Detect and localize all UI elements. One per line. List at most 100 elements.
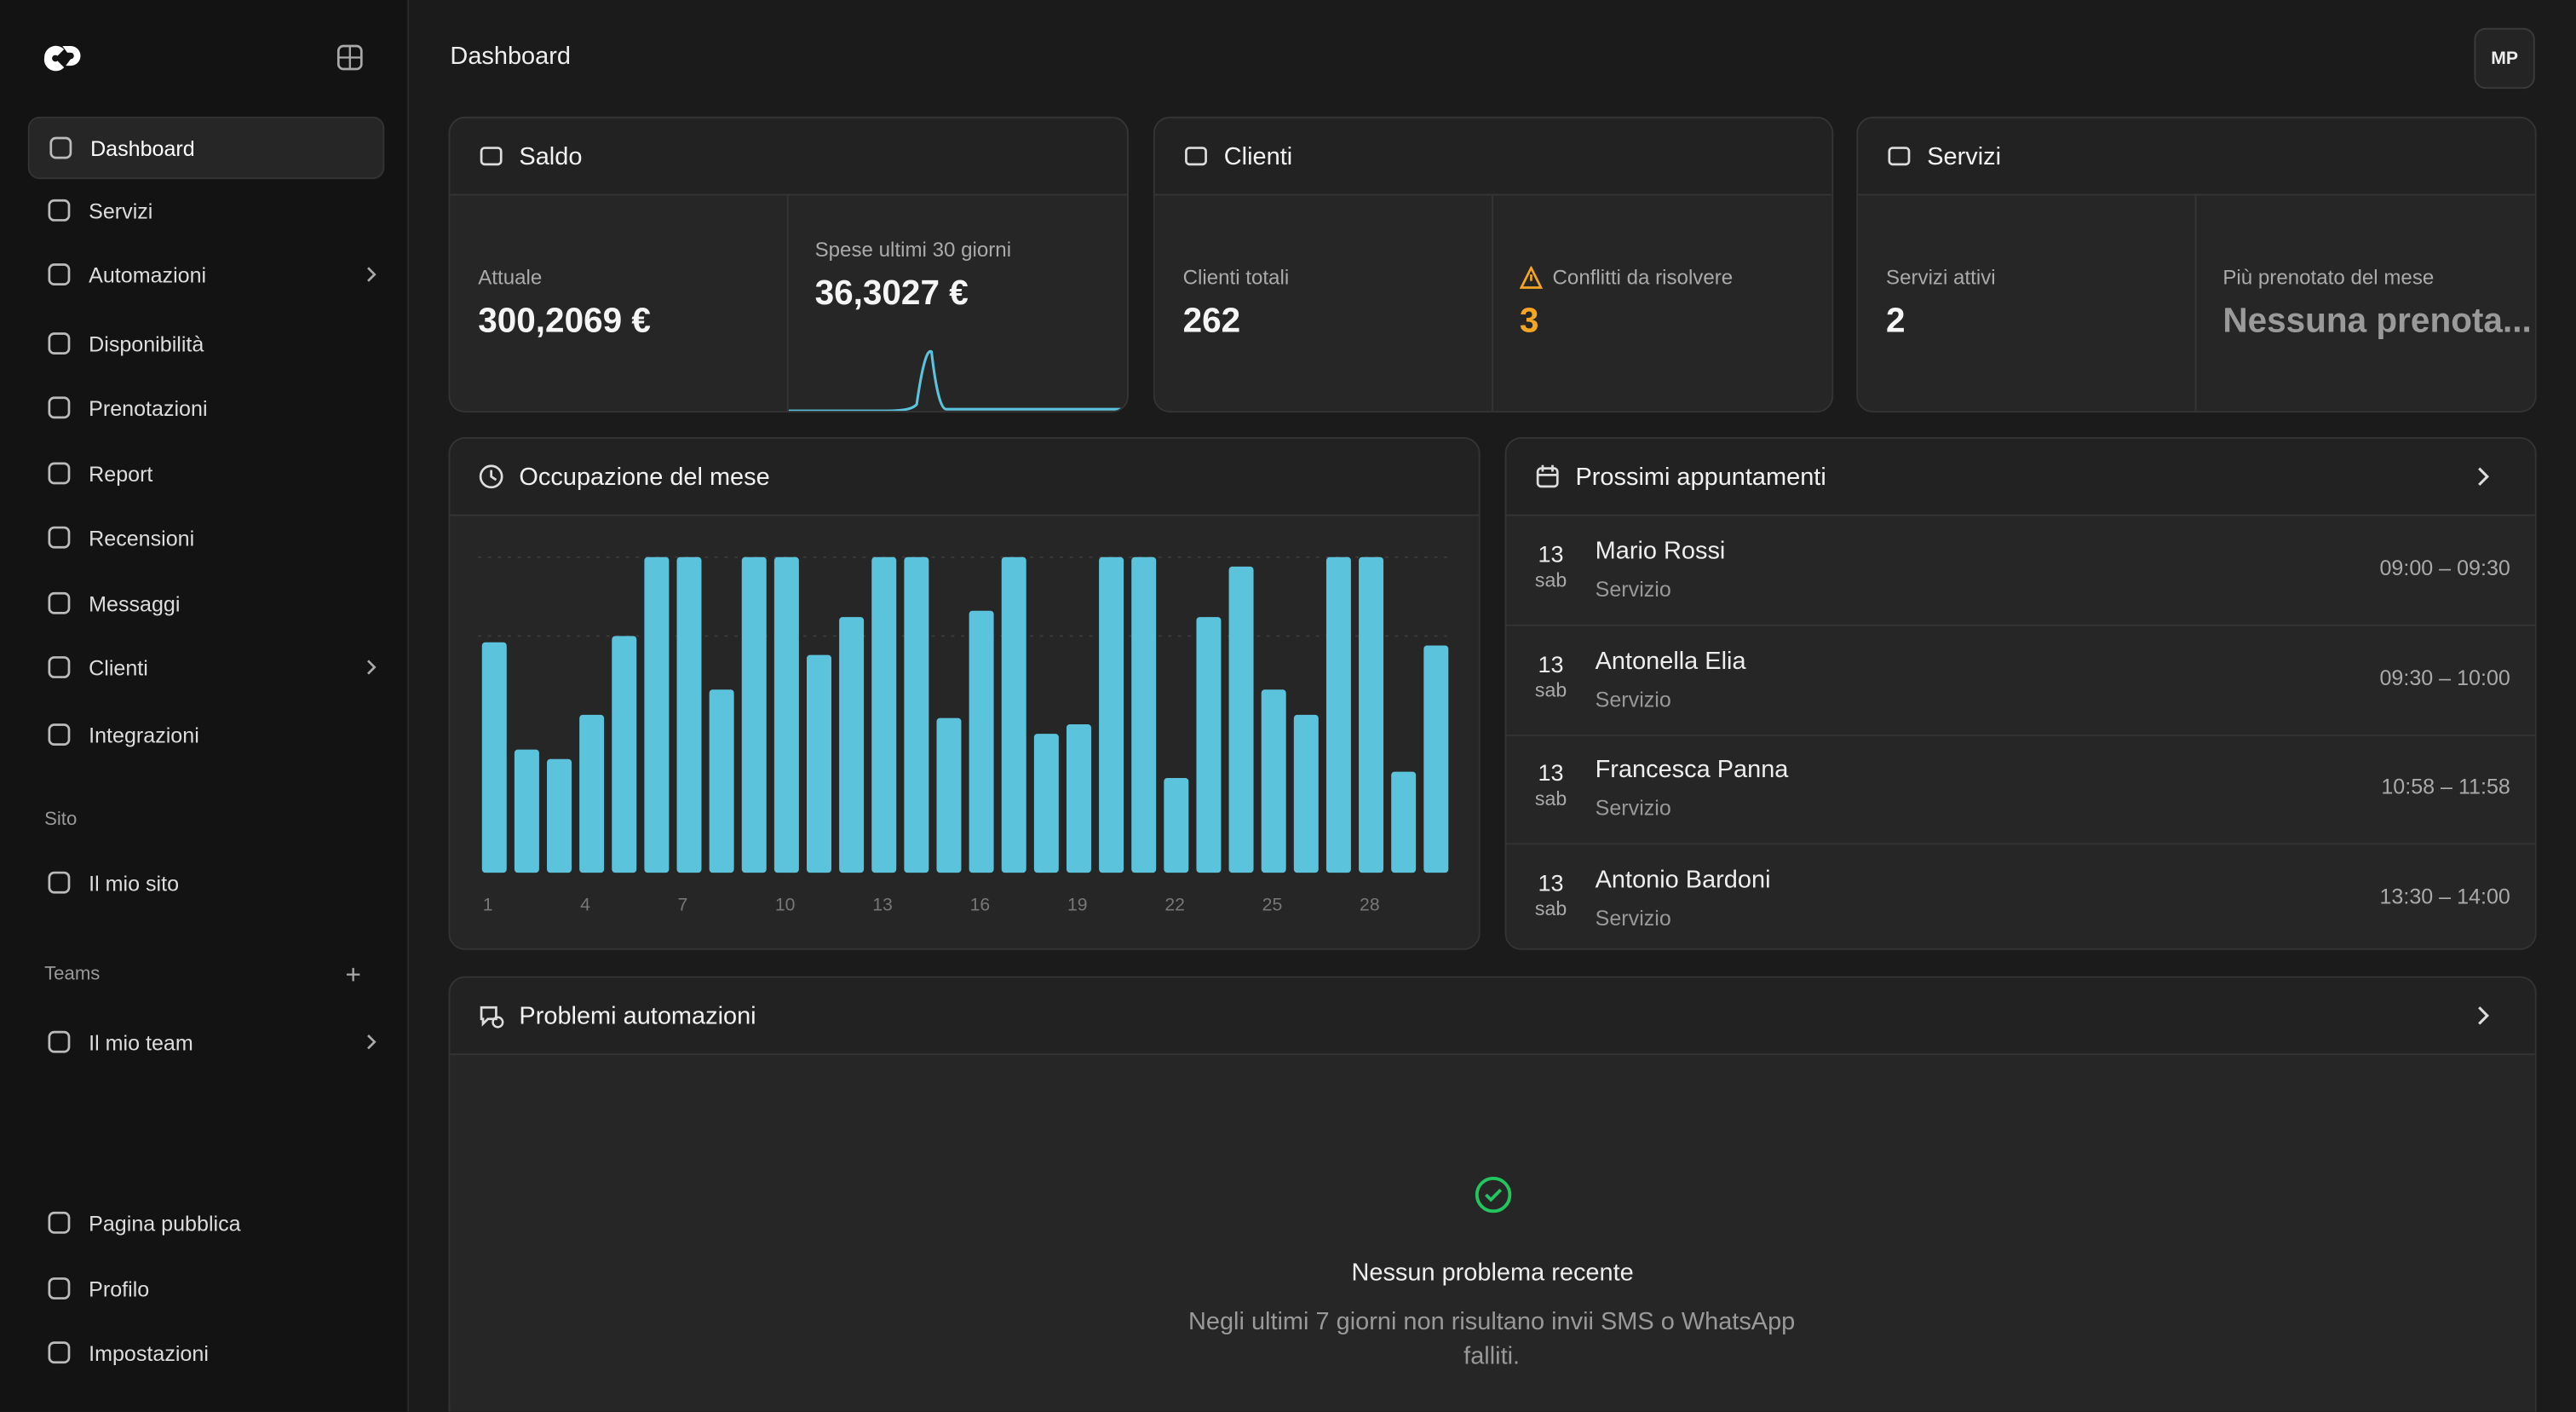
nav-icon — [48, 723, 71, 746]
sparkline — [788, 349, 1127, 412]
nav-item[interactable]: Automazioni — [28, 245, 382, 303]
day: 13 — [1538, 868, 1564, 896]
open-arrow[interactable] — [2474, 1004, 2493, 1027]
nav-icon — [48, 1341, 71, 1364]
logo — [43, 45, 81, 72]
time: 09:30 – 10:00 — [2379, 665, 2510, 690]
nav-item[interactable]: Disponibilità — [28, 314, 382, 372]
nav-label: Impostazioni — [89, 1340, 209, 1365]
stat-label: Attuale — [478, 266, 543, 290]
avatar[interactable]: MP — [2474, 27, 2535, 89]
bar — [1261, 689, 1286, 873]
card-title: Occupazione del mese — [519, 462, 770, 491]
appointment-row[interactable]: 13 sab Francesca Panna Servizio 10:58 – 11:5… — [1506, 735, 2535, 845]
weekday: sab — [1534, 677, 1567, 701]
card-title: Saldo — [519, 141, 583, 170]
warning-icon — [1519, 266, 1543, 289]
bar — [1359, 556, 1384, 873]
card-title: Servizi — [1927, 141, 2002, 170]
nav-icon — [48, 656, 71, 678]
nav-item[interactable]: Il mio team — [28, 1012, 382, 1071]
nav-icon — [48, 263, 71, 285]
day: 13 — [1538, 758, 1564, 786]
appointment-row[interactable]: 13 sab Antonio Bardoni Servizio 13:30 – 14:0… — [1506, 844, 2534, 948]
x-tick-label: 7 — [678, 895, 688, 914]
x-tick-label: 1 — [483, 895, 493, 914]
card-header: Prossimi appuntamenti — [1506, 439, 2534, 515]
nav-label: Disponibilità — [89, 331, 204, 356]
stat-label: Servizi attivi — [1885, 266, 1996, 290]
nav-label: Dashboard — [90, 135, 195, 161]
stat-value: 262 — [1182, 302, 1241, 341]
nav-item[interactable]: Impostazioni — [28, 1323, 382, 1381]
nav-icon — [49, 136, 72, 159]
stat-label: Più prenotato del mese — [2222, 266, 2435, 290]
section-label: Teams — [44, 965, 101, 985]
card-body: Attuale 300,2069 € Spese ultimi 30 giorni 3… — [450, 193, 1127, 412]
stat-value: 3 — [1519, 302, 1539, 341]
nav-item[interactable]: Prenotazioni — [28, 378, 382, 437]
toggle-icon[interactable] — [335, 43, 365, 72]
service: Servizio — [1595, 686, 1671, 712]
icon — [1185, 147, 1207, 166]
nav-item[interactable]: Messaggi — [28, 573, 382, 632]
add-team[interactable] — [345, 966, 361, 983]
stat-label: Spese ultimi 30 giorni — [814, 238, 1012, 262]
divider — [1492, 195, 1494, 412]
client-name: Francesca Panna — [1595, 756, 1789, 784]
card-header: Occupazione del mese — [450, 439, 1478, 515]
nav-item[interactable]: Integrazioni — [28, 705, 382, 764]
bar — [1293, 714, 1319, 873]
nav-icon — [48, 1030, 71, 1053]
nav-item[interactable]: Dashboard — [27, 116, 385, 180]
day: 13 — [1538, 649, 1564, 677]
nav-label: Clienti — [89, 654, 148, 680]
icon — [480, 147, 503, 166]
nav-item[interactable]: Recensioni — [28, 508, 382, 567]
icon — [1536, 464, 1559, 488]
bar — [1391, 771, 1417, 873]
nav-icon — [48, 1277, 71, 1300]
open-arrow[interactable] — [2474, 465, 2493, 488]
nav-item[interactable]: Clienti — [28, 637, 382, 696]
nav-item[interactable]: Il mio sito — [28, 853, 382, 912]
bar — [871, 556, 897, 873]
appointment-row[interactable]: 13 sab Antonella Elia Servizio 09:30 – 10:00 — [1506, 625, 2535, 736]
x-tick-label: 22 — [1164, 895, 1185, 914]
appointments-card: Prossimi appuntamenti 13 sab Mario Rossi Se… — [1504, 436, 2537, 950]
bar — [1001, 556, 1026, 873]
icon — [1888, 147, 1911, 166]
weekday: sab — [1534, 896, 1567, 920]
x-tick-label: 19 — [1067, 895, 1088, 914]
divider — [786, 195, 789, 412]
empty-title: Nessun problema recente — [1351, 1259, 1634, 1288]
time: 09:00 – 09:30 — [2379, 555, 2510, 580]
stat-card: Servizi Servizi attivi 2 Più prenotato del … — [1856, 116, 2537, 413]
appointment-row[interactable]: 13 sab Mario Rossi Servizio 09:00 – 09:30 — [1506, 516, 2535, 626]
nav-icon — [48, 1211, 71, 1234]
nav-label: Il mio team — [89, 1029, 193, 1055]
nav-label: Report — [89, 460, 153, 486]
service: Servizio — [1595, 795, 1671, 821]
bar — [1228, 566, 1254, 873]
bar — [644, 556, 670, 873]
icon — [479, 464, 503, 489]
stat-label: Conflitti da risolvere — [1519, 266, 1733, 289]
nav-label: Pagina pubblica — [89, 1210, 241, 1236]
nav-label: Il mio sito — [89, 870, 180, 896]
nav-item[interactable]: Pagina pubblica — [28, 1193, 382, 1252]
x-tick-label: 28 — [1360, 895, 1380, 914]
nav-item[interactable]: Profilo — [28, 1259, 382, 1317]
client-name: Antonella Elia — [1595, 646, 1746, 675]
stat-value: 36,3027 € — [814, 274, 969, 313]
nav-icon — [48, 526, 71, 549]
nav-item[interactable]: Report — [28, 444, 382, 503]
bar — [1131, 556, 1157, 873]
weekday: sab — [1534, 568, 1567, 592]
chart-area: 1 4 7 10 13 16 19 22 25 28 — [450, 514, 1479, 948]
nav-item[interactable]: Servizi — [28, 181, 382, 239]
nav-icon — [48, 462, 71, 485]
card-title: Prossimi appuntamenti — [1575, 462, 1826, 491]
chevron — [367, 267, 377, 282]
